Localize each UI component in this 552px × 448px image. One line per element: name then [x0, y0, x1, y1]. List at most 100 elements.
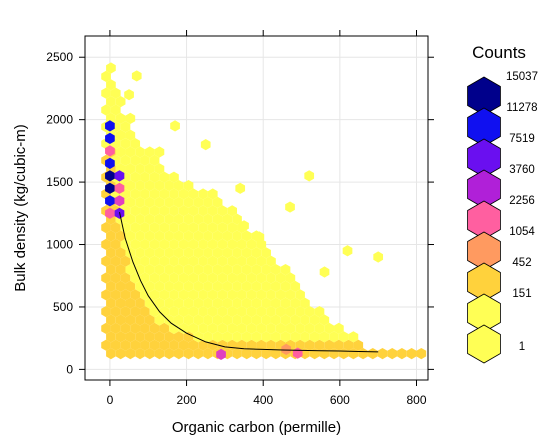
hex-cell — [212, 196, 223, 208]
hex-cell — [397, 348, 407, 360]
hex-cell — [232, 297, 242, 309]
hex-cell — [232, 230, 242, 242]
hex-cell — [217, 339, 228, 351]
hex-cell — [130, 339, 141, 351]
x-tick-label: 0 — [107, 393, 114, 407]
hex-cell — [367, 348, 378, 360]
hex-cell — [144, 297, 155, 309]
hex-cell — [101, 306, 111, 318]
fit-curve-group — [119, 211, 379, 353]
hex-cell — [169, 255, 179, 267]
hex-cell — [183, 297, 194, 309]
hex-cell — [188, 222, 199, 234]
hex-cell — [159, 188, 170, 200]
hex-cell — [154, 280, 165, 292]
hex-cell — [115, 230, 126, 242]
plot-panel-border — [84, 35, 429, 381]
hex-cell — [140, 322, 150, 334]
hex-cell — [130, 238, 141, 250]
hex-cell — [173, 297, 184, 309]
hex-cell — [130, 205, 141, 217]
hex-cell-outlier — [200, 139, 211, 151]
hex-cell — [198, 188, 208, 200]
hex-cell — [125, 196, 136, 208]
hex-cell — [212, 331, 223, 343]
hex-cell — [169, 171, 179, 183]
legend-label: 7519 — [509, 133, 535, 145]
hex-cell — [115, 314, 126, 326]
hex-cell — [251, 297, 262, 309]
hex-cell — [246, 238, 257, 250]
hex-cell — [222, 213, 233, 225]
hex-cell — [188, 205, 199, 217]
hex-cell — [135, 230, 145, 242]
hex-cell — [125, 331, 136, 343]
hex-cell — [169, 322, 179, 334]
hex-cell — [135, 247, 145, 259]
hex-cell — [227, 322, 238, 334]
hex-cell — [227, 289, 238, 301]
hex-cell — [178, 272, 189, 284]
hex-cell — [222, 314, 233, 326]
hex-cell-outlier — [342, 245, 353, 257]
hex-cell — [106, 297, 116, 309]
hex-cell — [115, 129, 126, 141]
hex-cell — [135, 213, 145, 225]
hex-cell — [207, 339, 218, 351]
hex-cell — [290, 297, 301, 309]
hex-cell — [140, 255, 150, 267]
hex-cell — [183, 196, 194, 208]
hex-cell-dense — [216, 348, 226, 360]
hex-cell — [246, 255, 257, 267]
hex-cell — [212, 314, 223, 326]
hex-cell — [198, 222, 208, 234]
hex-cell — [183, 314, 194, 326]
hex-cell — [130, 322, 141, 334]
hex-cell — [217, 238, 228, 250]
hex-cell — [125, 314, 136, 326]
hex-cell — [222, 247, 233, 259]
hex-cell — [159, 322, 170, 334]
hex-cell — [144, 280, 155, 292]
hex-cell — [251, 348, 262, 360]
hex-cell — [154, 230, 165, 242]
hex-cell — [183, 264, 194, 276]
hex-cell — [270, 314, 281, 326]
hex-cell — [154, 213, 165, 225]
hex-cell — [203, 331, 213, 343]
hex-cell — [178, 222, 189, 234]
hex-cell — [266, 289, 276, 301]
hex-cell — [101, 339, 111, 351]
hex-cell — [285, 306, 296, 318]
hex-cell — [232, 280, 242, 292]
hex-cell — [198, 255, 208, 267]
hex-cell — [169, 306, 179, 318]
hex-cell — [212, 230, 223, 242]
hex-cell — [106, 230, 116, 242]
hex-cell — [154, 247, 165, 259]
hex-cell — [140, 222, 150, 234]
hex-cell — [110, 87, 121, 99]
legend-label: 1 — [519, 341, 525, 353]
hex-cell — [193, 297, 204, 309]
hex-cell — [232, 213, 242, 225]
hex-cell — [198, 339, 208, 351]
hex-cell — [217, 272, 228, 284]
hex-cell — [261, 348, 271, 360]
legend-label: 1054 — [509, 226, 535, 238]
hexbin-cells — [101, 62, 427, 360]
hex-cell — [135, 331, 145, 343]
legend-swatch — [467, 324, 501, 364]
hex-cell — [198, 289, 208, 301]
hex-cell — [120, 138, 131, 150]
hex-cell — [135, 163, 145, 175]
hex-cell — [130, 306, 141, 318]
hex-cell — [115, 146, 126, 158]
hex-cell — [110, 255, 121, 267]
hex-cell — [115, 331, 126, 343]
hex-cell-outlier — [131, 70, 142, 82]
hex-cell — [295, 289, 305, 301]
hex-cell — [217, 205, 228, 217]
hex-cell — [193, 213, 204, 225]
hex-cell — [212, 297, 223, 309]
